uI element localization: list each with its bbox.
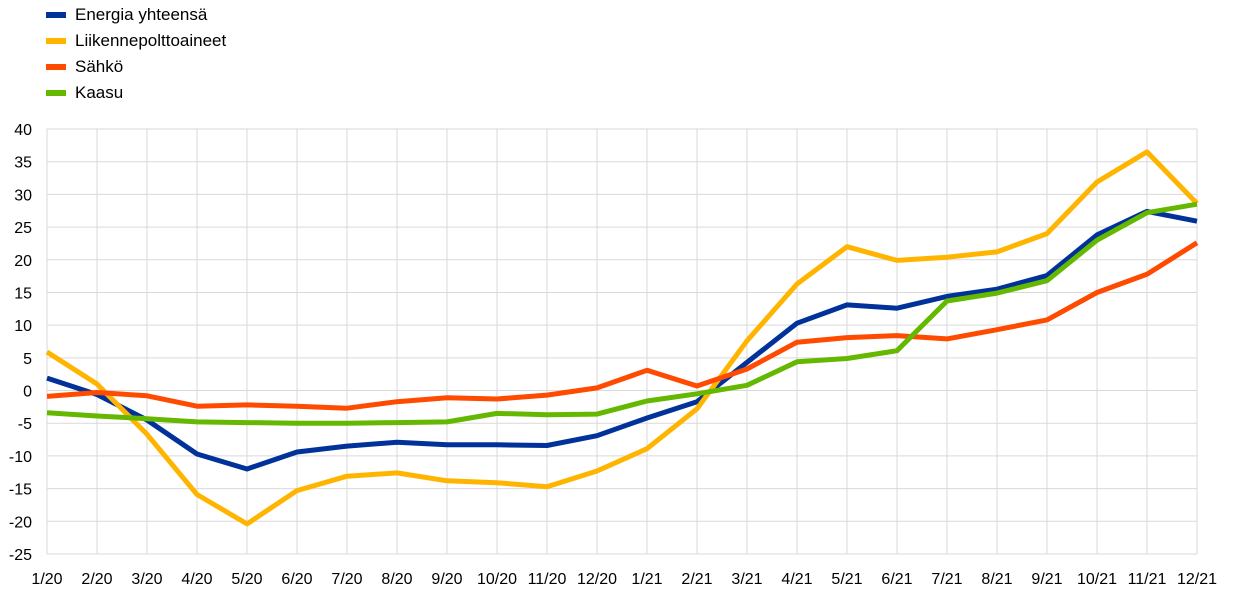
chart-legend: Energia yhteensä Liikennepolttoaineet Sähk… [46,2,226,106]
x-tick-label: 5/21 [831,571,862,588]
legend-label: Sähkö [75,57,124,76]
series-line-1 [46,208,1198,472]
x-tick-label: 8/20 [381,571,412,588]
legend-label: Liikennepolttoaineet [75,31,227,50]
x-tick-label: 7/21 [931,571,962,588]
legend-item: Sähkö [46,54,226,80]
series-line-3 [46,240,1199,411]
series-line-2 [45,149,1199,527]
y-tick-label: 10 [14,318,32,335]
y-tick-label: 30 [14,187,32,204]
x-tick-label: 12/20 [577,571,617,588]
x-tick-label: 6/20 [281,571,312,588]
x-tick-label: 10/21 [1077,571,1117,588]
x-tick-label: 4/20 [181,571,212,588]
x-tick-label: 3/21 [731,571,762,588]
x-tick-label: 9/20 [431,571,462,588]
y-tick-label: 0 [23,384,32,401]
x-tick-label: 6/21 [881,571,912,588]
x-axis-ticks: 1/20 2/20 3/20 4/20 5/20 6/20 7/20 8/20 9/20 10/2… [31,571,1217,588]
x-tick-label: 7/20 [331,571,362,588]
legend-swatch [46,90,66,96]
x-tick-label: 10/20 [477,571,517,588]
legend-swatch [46,64,66,70]
x-tick-label: 8/21 [981,571,1012,588]
y-tick-label: 35 [14,155,32,172]
series-line-4 [46,201,1198,426]
x-tick-label: 11/21 [1128,571,1167,588]
y-tick-label: 25 [14,220,32,237]
x-tick-label: 3/20 [131,571,162,588]
y-tick-label: -10 [9,449,32,466]
y-tick-label: 5 [23,351,32,368]
legend-item: Liikennepolttoaineet [46,28,226,54]
x-tick-label: 11/20 [528,571,567,588]
y-tick-label: -15 [9,482,32,499]
x-tick-label: 4/21 [781,571,812,588]
y-tick-label: -20 [9,514,32,531]
legend-label: Energia yhteensä [75,5,208,24]
x-tick-label: 12/21 [1177,571,1217,588]
legend-item: Kaasu [46,80,226,106]
x-tick-label: 2/20 [81,571,112,588]
x-tick-label: 2/21 [681,571,712,588]
x-tick-label: 5/20 [231,571,262,588]
x-tick-label: 1/20 [31,571,62,588]
legend-label: Kaasu [75,83,124,102]
x-tick-label: 1/21 [631,571,662,588]
y-tick-label: 15 [14,285,32,302]
legend-swatch [46,12,66,18]
y-tick-label: -5 [18,416,32,433]
series-lines [45,149,1199,527]
legend-swatch [46,38,66,44]
legend-item: Energia yhteensä [46,2,226,28]
y-tick-label: 20 [14,253,32,270]
y-tick-label: 40 [14,122,32,139]
gridlines [46,128,1198,555]
x-tick-label: 9/21 [1031,571,1062,588]
y-tick-label: -25 [9,547,32,564]
y-axis-ticks: -25 -20 -15 -10 -5 0 5 10 15 20 25 30 35 40 [9,122,32,564]
